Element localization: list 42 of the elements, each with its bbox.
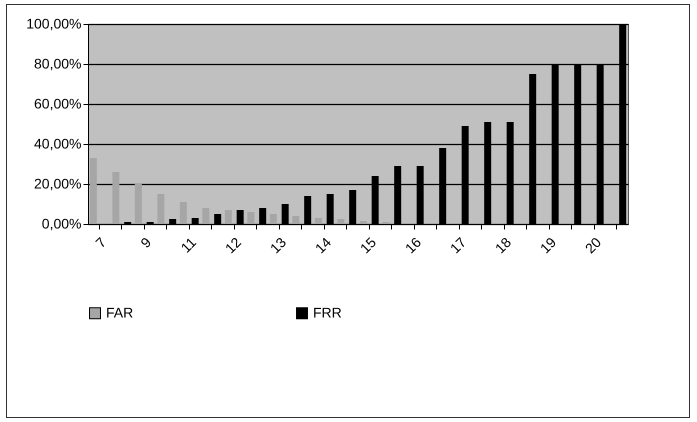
bar [270,214,277,224]
y-tick-label: 80,00% [34,56,82,72]
bar [202,208,210,224]
y-tick-label: 20,00% [34,176,82,192]
bar [169,219,176,224]
bar [247,212,254,224]
x-tick-label: 20 [582,234,604,256]
bar [349,190,356,224]
x-tick-label: 19 [536,234,560,256]
bar [214,214,222,224]
legend-label: FAR [106,304,134,320]
bar [304,196,312,224]
x-tick-label: 9 [137,234,154,251]
bar [292,216,300,224]
bar [180,202,187,224]
y-tick-label: 0,00% [42,216,82,232]
x-tick-label: 7 [92,234,110,251]
x-tick-label: 13 [266,234,290,256]
bar [236,210,244,224]
x-tick-label: 18 [492,234,514,256]
bar [112,172,120,224]
legend-label: FRR [313,304,342,320]
y-tick-label: 60,00% [34,96,82,112]
x-tick-label: 11 [178,234,200,256]
bar [90,158,97,224]
y-tick-label: 100,00% [26,16,82,32]
bar [192,218,199,224]
bar [224,210,232,224]
y-tick-label: 40,00% [34,136,82,152]
bar [282,204,289,224]
x-tick-label: 14 [312,234,334,256]
bar [134,184,142,224]
bar [326,194,334,224]
bar [259,208,266,224]
x-tick-label: 12 [222,234,244,256]
bar [157,194,164,224]
x-tick-label: 17 [446,234,470,256]
x-tick-label: 16 [402,234,424,256]
x-tick-label: 15 [356,234,380,256]
bar [360,221,367,224]
bar [337,219,344,224]
bar [314,218,322,224]
